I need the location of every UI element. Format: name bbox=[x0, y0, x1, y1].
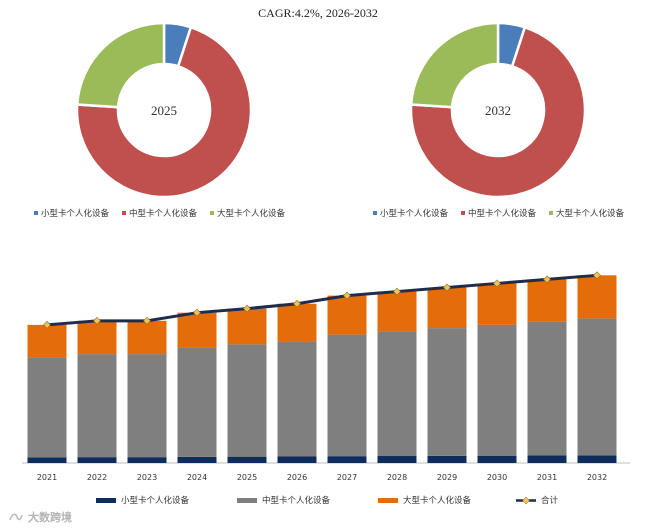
donut-chart-2032: 2032 bbox=[409, 21, 587, 199]
x-tick-label: 2030 bbox=[487, 473, 507, 482]
donut-chart-2025: 2025 bbox=[75, 21, 253, 199]
bar-segment-2 bbox=[377, 331, 417, 457]
legend-label: 合计 bbox=[541, 495, 559, 506]
total-marker bbox=[343, 291, 351, 300]
legend-swatch bbox=[210, 211, 214, 215]
bar-segment-2 bbox=[127, 354, 167, 458]
x-tick-label: 2022 bbox=[87, 473, 107, 482]
bar-segment-2 bbox=[527, 321, 567, 456]
total-marker bbox=[393, 287, 401, 296]
legend-label: 小型卡个人化设备 bbox=[121, 495, 190, 506]
bar-segment-3 bbox=[427, 287, 467, 329]
bar-segment-3 bbox=[527, 279, 567, 322]
x-tick-label: 2023 bbox=[137, 473, 157, 482]
total-line bbox=[46, 273, 598, 327]
bar-segment-2 bbox=[327, 334, 367, 457]
bar-segment-1 bbox=[177, 456, 217, 463]
total-marker bbox=[593, 271, 601, 280]
total-marker bbox=[193, 308, 201, 317]
total-marker bbox=[93, 316, 101, 325]
legend-label: 大型卡个人化设备 bbox=[556, 208, 625, 219]
bar-segment-3 bbox=[577, 275, 617, 319]
donut-legend-2032: 小型卡个人化设备 中型卡个人化设备 大型卡个人化设备 bbox=[373, 208, 625, 219]
legend-label: 小型卡个人化设备 bbox=[41, 208, 110, 219]
bar-segment-2 bbox=[577, 318, 617, 456]
x-tick-label: 2024 bbox=[187, 473, 207, 482]
bar-segment-3 bbox=[327, 295, 367, 335]
watermark: 大数跨境 bbox=[8, 509, 72, 525]
bar-segment-3 bbox=[377, 291, 417, 332]
legend-label: 小型卡个人化设备 bbox=[380, 208, 449, 219]
logo-icon bbox=[9, 513, 23, 521]
legend-marker-swatch bbox=[522, 496, 530, 505]
bar-segment-1 bbox=[327, 456, 367, 463]
bar-segment-1 bbox=[27, 457, 67, 463]
x-tick-label: 2027 bbox=[337, 473, 357, 482]
stacked-bar-chart: 2021 2022 2023 2024 2025 2026 2027 2028 2029 2030… bbox=[22, 271, 630, 482]
bar-segment-3 bbox=[27, 324, 67, 358]
bar-segment-1 bbox=[527, 455, 567, 463]
total-marker bbox=[493, 279, 501, 288]
bar-segment-1 bbox=[277, 456, 317, 463]
total-marker bbox=[543, 275, 551, 284]
bar-segment-1 bbox=[127, 457, 167, 463]
x-tick-label: 2031 bbox=[537, 473, 557, 482]
bar-segment-3 bbox=[227, 308, 267, 345]
legend-label: 中型卡个人化设备 bbox=[262, 495, 331, 506]
bar-segment-2 bbox=[477, 324, 517, 456]
x-tick-label: 2029 bbox=[437, 473, 457, 482]
legend-swatch bbox=[549, 211, 553, 215]
bar-segment-1 bbox=[377, 456, 417, 463]
legend-swatch bbox=[373, 211, 377, 215]
x-tick-label: 2028 bbox=[387, 473, 407, 482]
legend-label: 大型卡个人化设备 bbox=[217, 208, 286, 219]
bar-segment-2 bbox=[277, 341, 317, 457]
legend-swatch bbox=[461, 211, 465, 215]
bar-segment-3 bbox=[177, 312, 217, 348]
bar-segment-1 bbox=[77, 457, 117, 463]
donut-slice-2 bbox=[75, 25, 253, 199]
bar-segment-2 bbox=[227, 344, 267, 457]
watermark-text: 大数跨境 bbox=[28, 511, 72, 524]
bar-segment-3 bbox=[477, 283, 517, 325]
bar-segment-1 bbox=[427, 455, 467, 463]
total-marker bbox=[443, 283, 451, 292]
bar-legend: 小型卡个人化设备 中型卡个人化设备 大型卡个人化设备 合计 bbox=[96, 495, 559, 506]
legend-label: 大型卡个人化设备 bbox=[403, 495, 472, 506]
x-tick-label: 2026 bbox=[287, 473, 307, 482]
x-tick-label: 2021 bbox=[37, 473, 57, 482]
bar-segment-2 bbox=[77, 354, 117, 458]
bar-segment-1 bbox=[227, 456, 267, 463]
total-marker bbox=[43, 320, 51, 329]
x-tick-label: 2032 bbox=[587, 473, 607, 482]
bar-segment-1 bbox=[577, 455, 617, 463]
donut-center-label: 2025 bbox=[151, 103, 177, 118]
total-marker bbox=[293, 299, 301, 308]
chart-title: CAGR:4.2%, 2026-2032 bbox=[258, 6, 378, 20]
legend-label: 中型卡个人化设备 bbox=[468, 208, 537, 219]
bar-segment-3 bbox=[277, 303, 317, 342]
legend-swatch bbox=[96, 498, 116, 503]
legend-label: 中型卡个人化设备 bbox=[129, 208, 198, 219]
donut-center-label: 2032 bbox=[485, 103, 511, 118]
bar-segment-2 bbox=[427, 328, 467, 456]
donut-slice-3 bbox=[409, 21, 500, 109]
bar-segment-2 bbox=[177, 347, 217, 457]
bar-segment-3 bbox=[127, 320, 167, 355]
donut-slice-3 bbox=[75, 21, 166, 109]
legend-swatch bbox=[378, 498, 398, 503]
legend-swatch bbox=[34, 211, 38, 215]
x-tick-label: 2025 bbox=[237, 473, 257, 482]
bar-segment-3 bbox=[77, 320, 117, 355]
total-marker bbox=[143, 316, 151, 325]
total-marker bbox=[243, 304, 251, 313]
legend-swatch bbox=[237, 498, 257, 503]
donut-slice-2 bbox=[409, 25, 587, 199]
legend-swatch bbox=[122, 211, 126, 215]
bar-segment-2 bbox=[27, 357, 67, 458]
donut-legend-2025: 小型卡个人化设备 中型卡个人化设备 大型卡个人化设备 bbox=[34, 208, 286, 219]
bar-segment-1 bbox=[477, 455, 517, 463]
